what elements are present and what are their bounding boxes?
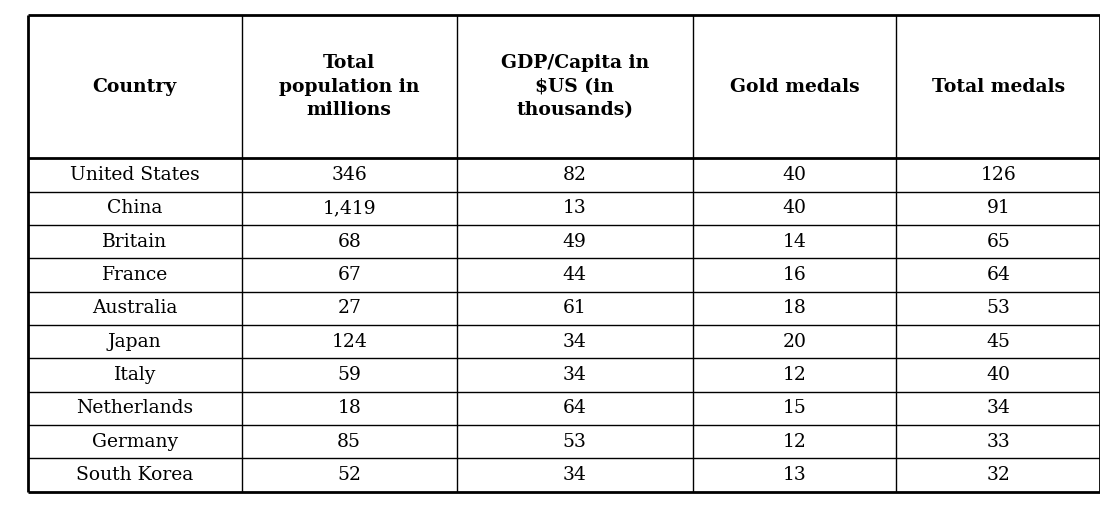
Text: 13: 13 (563, 199, 586, 217)
Text: 32: 32 (987, 466, 1010, 484)
Text: 64: 64 (987, 266, 1010, 284)
Text: China: China (107, 199, 163, 217)
Text: 13: 13 (783, 466, 806, 484)
Text: South Korea: South Korea (76, 466, 194, 484)
Text: 91: 91 (987, 199, 1010, 217)
Text: Netherlands: Netherlands (76, 400, 194, 417)
Text: 44: 44 (563, 266, 586, 284)
Text: United States: United States (70, 166, 199, 184)
Text: 59: 59 (338, 366, 361, 384)
Text: 40: 40 (987, 366, 1010, 384)
Text: 34: 34 (563, 366, 586, 384)
Text: 18: 18 (783, 299, 806, 317)
Text: Italy: Italy (113, 366, 156, 384)
Text: 124: 124 (331, 333, 367, 351)
Text: 14: 14 (783, 233, 806, 250)
Text: France: France (101, 266, 168, 284)
Text: 53: 53 (987, 299, 1010, 317)
Text: 15: 15 (783, 400, 806, 417)
Text: Germany: Germany (91, 433, 178, 451)
Text: 64: 64 (563, 400, 586, 417)
Text: 34: 34 (563, 333, 586, 351)
Text: 12: 12 (783, 433, 806, 451)
Text: 65: 65 (987, 233, 1010, 250)
Text: 12: 12 (783, 366, 806, 384)
Text: 67: 67 (338, 266, 361, 284)
Text: 20: 20 (783, 333, 806, 351)
Text: Japan: Japan (108, 333, 162, 351)
Text: Total
population in
millions: Total population in millions (279, 54, 419, 119)
Text: 16: 16 (783, 266, 806, 284)
Text: 27: 27 (338, 299, 361, 317)
Text: Britain: Britain (102, 233, 167, 250)
Text: 82: 82 (563, 166, 586, 184)
Text: Total medals: Total medals (932, 78, 1065, 96)
Text: GDP/Capita in
$US (in
thousands): GDP/Capita in $US (in thousands) (500, 54, 649, 119)
Text: 61: 61 (563, 299, 586, 317)
Text: Australia: Australia (92, 299, 177, 317)
Text: 126: 126 (980, 166, 1016, 184)
Text: 52: 52 (338, 466, 361, 484)
Text: 34: 34 (563, 466, 586, 484)
Text: 33: 33 (987, 433, 1010, 451)
Text: 49: 49 (563, 233, 586, 250)
Text: 18: 18 (338, 400, 361, 417)
Text: 68: 68 (338, 233, 361, 250)
Text: 40: 40 (783, 166, 806, 184)
Text: 34: 34 (987, 400, 1010, 417)
Text: Country: Country (92, 78, 177, 96)
Text: Gold medals: Gold medals (730, 78, 859, 96)
Text: 53: 53 (563, 433, 586, 451)
Text: 45: 45 (987, 333, 1010, 351)
Text: 1,419: 1,419 (322, 199, 376, 217)
Text: 85: 85 (338, 433, 361, 451)
Text: 40: 40 (783, 199, 806, 217)
Text: 346: 346 (331, 166, 367, 184)
